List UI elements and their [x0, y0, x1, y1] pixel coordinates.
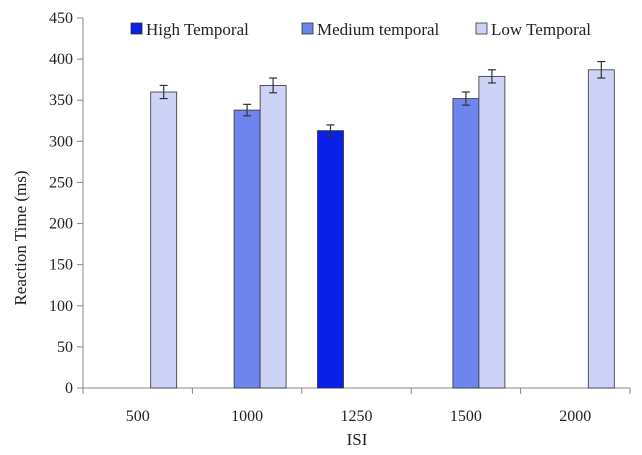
bar	[317, 130, 344, 389]
y-tick-label: 300	[49, 133, 73, 150]
y-axis: 0 50 100 150 200 250 300 350 400 450	[49, 10, 84, 397]
bars	[150, 60, 615, 389]
legend-item: High Temporal	[130, 20, 249, 39]
y-tick-label: 400	[49, 51, 73, 68]
y-tick-label: 150	[49, 257, 73, 274]
legend-label: Medium temporal	[317, 20, 440, 39]
legend-swatch	[130, 22, 143, 35]
x-tick-label: 1000	[231, 408, 263, 425]
legend-label: Low Temporal	[491, 20, 591, 39]
x-tick-label: 2000	[559, 408, 591, 425]
y-tick-label: 0	[65, 380, 73, 397]
y-tick-label: 100	[49, 298, 73, 315]
y-axis-label: Reaction Time (ms)	[11, 170, 30, 305]
y-tick-label: 250	[49, 174, 73, 191]
bar	[233, 109, 261, 389]
x-axis: 500 1000 1250 1500 2000	[82, 387, 631, 425]
error-bar	[269, 77, 278, 94]
error-bar	[159, 84, 168, 100]
bar	[478, 75, 506, 389]
legend-swatch	[301, 22, 314, 35]
error-bar	[326, 124, 335, 137]
legend-item: Medium temporal	[301, 20, 440, 39]
x-tick-label: 1500	[450, 408, 482, 425]
error-bar	[461, 91, 470, 106]
x-axis-label: ISI	[347, 430, 368, 449]
y-tick-label: 350	[49, 92, 73, 109]
bar	[587, 69, 615, 389]
bar	[452, 98, 480, 389]
error-bar	[597, 60, 606, 79]
bar	[150, 91, 178, 389]
y-tick-label: 200	[49, 216, 73, 233]
legend-item: Low Temporal	[475, 20, 591, 39]
error-bar	[243, 103, 252, 117]
y-tick-label: 50	[57, 339, 73, 356]
x-tick-label: 500	[126, 408, 150, 425]
x-tick-label: 1250	[341, 408, 373, 425]
legend-swatch	[475, 22, 488, 35]
bar	[259, 85, 287, 389]
legend: High Temporal Medium temporal Low Temporal	[130, 20, 591, 39]
y-tick-label: 450	[49, 10, 73, 27]
legend-label: High Temporal	[146, 20, 249, 39]
error-bar	[487, 69, 496, 84]
